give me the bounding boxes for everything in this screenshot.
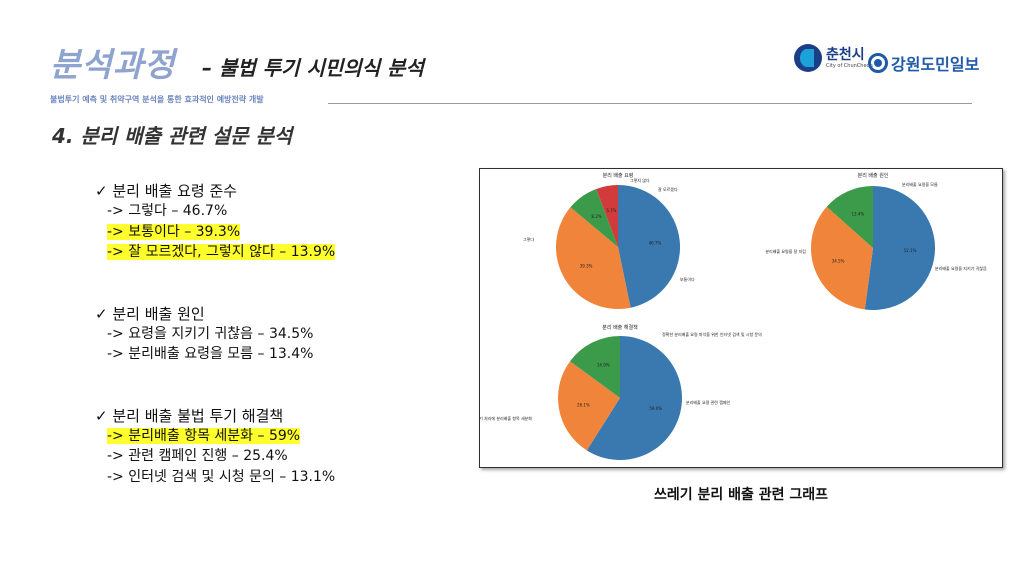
pie-slice-percent: 13.4% xyxy=(851,212,864,217)
group-title: ✓ 분리 배출 원인 xyxy=(95,304,205,323)
pie-slice xyxy=(826,186,873,248)
chart-caption: 쓰레기 분리 배출 관련 그래프 xyxy=(653,487,829,503)
list-item: -> 분리배출 요령을 모름 – 13.4% xyxy=(107,346,314,362)
pie-slice-label: 그렇다 xyxy=(523,236,534,242)
pie-title: 분리 배출 원인 xyxy=(858,172,889,179)
pie-slice xyxy=(864,186,936,310)
pie-slice xyxy=(570,188,618,247)
list-item: -> 인터넷 검색 및 시청 문의 – 13.1% xyxy=(107,468,336,485)
pie-slice-label: 분리배출 요령 관련 캠페인 xyxy=(686,399,731,405)
survey-summary: ✓ 분리 배출 요령 준수 -> 그렇다 – 46.7% -> 보통이다 – 3… xyxy=(95,181,455,487)
list-item: -> 분리배출 항목 세분화 – 59% xyxy=(107,427,301,444)
pie-slice-percent: 39.3% xyxy=(580,264,593,269)
pie-slice-percent: 26.1% xyxy=(577,402,590,407)
list-item: -> 관련 캠페인 진행 – 25.4% xyxy=(107,448,288,464)
pie-slice xyxy=(596,185,618,247)
list-item: -> 잘 모르겠다, 그렇지 않다 – 13.9% xyxy=(107,244,336,260)
pie-slice-percent: 5.7% xyxy=(606,208,616,213)
pie-chart-1: 분리 배출 요령 46.7% 그렇다 39.3% 보통이다 8.2% 잘 모르겠다 5.7% 그… xyxy=(523,172,695,310)
pie-charts-figure: 분리 배출 요령 46.7% 그렇다 39.3% 보통이다 8.2% 잘 모르겠다 5.7% 그… xyxy=(479,168,1003,468)
pie-title: 분리 배출 해결책 xyxy=(602,324,638,331)
pie-title: 분리 배출 요령 xyxy=(603,172,634,179)
pie-chart-3: 분리 배출 해결책 59.0% 쓰레기 처리에 분리배출 항목 세분화 26.1% 분리… xyxy=(480,324,762,460)
section-heading: 4. 분리 배출 관련 설문 분석 xyxy=(52,124,293,148)
chuncheon-logo-icon xyxy=(794,44,822,72)
pie-slice-label: 보통이다 xyxy=(680,276,695,282)
pie-slice-label: 정확한 분리배출 요령 파악을 위한 인터넷 검색 및 시청 문의 xyxy=(662,331,762,337)
pie-slice xyxy=(570,336,620,398)
group-solution: ✓ 분리 배출 불법 투기 해결책 -> 분리배출 항목 세분화 – 59% -… xyxy=(95,406,455,488)
pie-slice-label: 분리배출 요령을 잘 지킴 xyxy=(765,248,806,254)
pie-slice-percent: 8.2% xyxy=(591,214,601,219)
pie-slice-label: 분리배출 요령을 지키기 귀찮음 xyxy=(935,265,987,271)
group-title: ✓ 분리 배출 요령 준수 xyxy=(95,182,238,200)
list-item: -> 요령을 지키기 귀찮음 – 34.5% xyxy=(107,325,314,342)
group-title: ✓ 분리 배출 불법 투기 해결책 xyxy=(95,406,284,425)
list-item: -> 그렇다 – 46.7% xyxy=(107,203,228,219)
list-item: -> 보통이다 – 39.3% xyxy=(107,223,241,240)
group-cause: ✓ 분리 배출 원인 -> 요령을 지키기 귀찮음 – 34.5% -> 분리배… xyxy=(95,304,455,365)
header-divider xyxy=(328,103,972,104)
page-subtitle: – 불법 투기 시민의식 분석 xyxy=(202,56,424,80)
project-subtitle: 불법투기 예측 및 취약구역 분석을 통한 효과적인 예방전략 개발 xyxy=(50,95,264,104)
chuncheon-logo: 춘천시 City of ChunCheon xyxy=(794,44,873,72)
pie-slice-percent: 46.7% xyxy=(649,241,662,246)
pie-slice-percent: 59.0% xyxy=(649,406,662,411)
pie-chart-2: 분리 배출 원인 52.1% 분리배출 요령을 잘 지킴 34.5% 분리배출 요령을 … xyxy=(765,172,987,310)
chuncheon-logo-eng: City of ChunCheon xyxy=(826,62,873,69)
pie-slice xyxy=(557,361,620,451)
page-title: 분석과정 xyxy=(50,45,176,84)
chuncheon-logo-name: 춘천시 xyxy=(826,46,865,63)
gangwon-logo-icon xyxy=(868,53,888,73)
pie-charts-svg: 분리 배출 요령 46.7% 그렇다 39.3% 보통이다 8.2% 잘 모르겠다 5.7% 그… xyxy=(480,172,987,460)
pie-slice xyxy=(618,185,681,308)
pie-slice-percent: 34.5% xyxy=(832,258,845,263)
pie-slice xyxy=(586,336,682,460)
pie-slice-label: 잘 모르겠다 xyxy=(658,186,678,192)
pie-slice xyxy=(555,207,631,310)
pie-slice-label: 그렇지 않다 xyxy=(630,177,650,183)
gangwon-logo-name: 강원도민일보 xyxy=(891,55,980,74)
pie-slice-label: 분리배출 요령을 모름 xyxy=(902,181,938,187)
pie-slice xyxy=(811,206,873,310)
gangwon-logo: 강원도민일보 xyxy=(868,51,979,75)
group-compliance: ✓ 분리 배출 요령 준수 -> 그렇다 – 46.7% -> 보통이다 – 3… xyxy=(95,181,455,263)
pie-slice-label: 쓰레기 처리에 분리배출 항목 세분화 xyxy=(480,415,532,421)
pie-slice-percent: 14.9% xyxy=(597,362,610,367)
pie-slice-percent: 52.1% xyxy=(904,248,917,253)
